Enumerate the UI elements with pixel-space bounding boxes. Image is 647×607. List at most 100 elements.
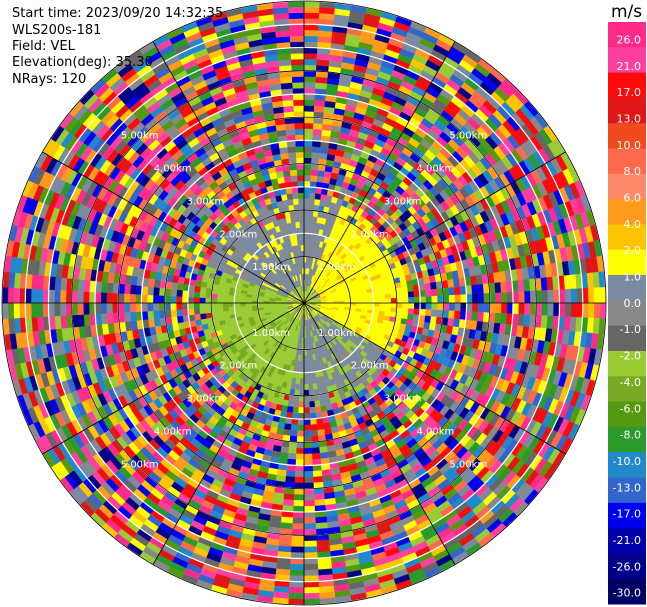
velocity-bin	[239, 299, 247, 304]
velocity-bin	[314, 400, 321, 408]
velocity-bin	[384, 289, 391, 295]
velocity-bin	[286, 406, 294, 413]
velocity-bin	[118, 302, 125, 313]
velocity-bin	[303, 424, 311, 431]
velocity-bin	[129, 293, 136, 304]
velocity-bin	[593, 287, 601, 304]
velocity-bin	[299, 384, 305, 391]
velocity-bin	[65, 302, 73, 316]
velocity-bin	[164, 302, 171, 311]
velocity-bin	[303, 192, 310, 199]
velocity-bin	[523, 314, 531, 327]
velocity-bin	[147, 286, 154, 296]
velocity-bin	[316, 545, 331, 553]
velocity-bin	[593, 302, 601, 319]
velocity-bin	[495, 292, 502, 304]
velocity-bin	[425, 296, 432, 304]
velocity-bin	[524, 290, 531, 304]
velocity-bin	[303, 384, 309, 391]
velocity-bin	[112, 292, 119, 304]
velocity-bin	[288, 447, 297, 454]
velocity-bin	[13, 287, 20, 304]
velocity-bin	[506, 291, 514, 304]
velocity-bin	[303, 587, 320, 594]
velocity-bin	[147, 318, 156, 328]
velocity-bin	[518, 302, 525, 315]
velocity-bin	[373, 294, 380, 300]
velocity-bin	[454, 286, 461, 296]
velocity-bin	[311, 152, 320, 159]
velocity-bin	[303, 569, 319, 577]
velocity-bin	[293, 494, 305, 501]
velocity-bin	[564, 288, 572, 304]
velocity-bin	[298, 389, 305, 397]
velocity-bin	[77, 279, 85, 292]
velocity-bin	[288, 592, 305, 600]
velocity-bin	[355, 296, 363, 301]
velocity-bin	[402, 291, 409, 298]
velocity-bin	[205, 297, 212, 304]
velocity-bin	[83, 302, 90, 315]
velocity-bin	[187, 302, 194, 310]
velocity-bin	[313, 493, 325, 501]
velocity-bin	[141, 302, 148, 312]
velocity-bin	[187, 296, 194, 304]
velocity-bin	[384, 293, 392, 299]
velocity-bin	[181, 302, 189, 310]
velocity-bin	[295, 377, 301, 385]
velocity-bin	[288, 598, 305, 606]
velocity-bin	[307, 221, 313, 229]
velocity-bin	[306, 354, 311, 362]
velocity-bin	[135, 302, 142, 312]
velocity-bin	[553, 289, 560, 304]
velocity-bin	[303, 552, 318, 559]
velocity-bin	[311, 447, 320, 454]
velocity-bin	[535, 290, 543, 304]
velocity-bin	[316, 539, 330, 547]
velocity-bin	[402, 302, 409, 309]
velocity-bin	[378, 290, 386, 296]
velocity-bin	[303, 0, 320, 8]
velocity-bin	[135, 294, 142, 304]
velocity-bin	[106, 302, 113, 314]
velocity-bin	[402, 297, 409, 304]
velocity-bin	[518, 291, 525, 304]
velocity-bin	[297, 424, 305, 431]
velocity-bin	[431, 302, 438, 311]
velocity-bin	[524, 302, 531, 316]
velocity-bin	[500, 313, 508, 325]
velocity-bin	[147, 302, 154, 312]
velocity-bin	[176, 289, 183, 297]
velocity-bin	[25, 288, 32, 304]
velocity-bin	[294, 471, 305, 478]
velocity-bin	[290, 424, 298, 431]
velocity-bin	[315, 522, 328, 530]
velocity-bin	[234, 302, 241, 307]
velocity-bin	[431, 295, 438, 304]
velocity-bin	[288, 587, 305, 594]
velocity-bin	[303, 122, 314, 130]
velocity-bin	[308, 389, 314, 396]
velocity-bin	[303, 529, 317, 536]
velocity-bin	[443, 302, 450, 311]
velocity-bin	[350, 302, 357, 306]
velocity-bin	[540, 315, 548, 329]
velocity-bin	[291, 540, 305, 548]
velocity-bin	[460, 294, 467, 304]
velocity-bin	[303, 517, 316, 524]
velocity-bin	[59, 290, 67, 304]
velocity-bin	[303, 442, 312, 449]
velocity-bin	[553, 302, 560, 317]
velocity-bin	[495, 302, 502, 314]
velocity-bin	[523, 279, 531, 292]
velocity-bin	[124, 284, 131, 295]
velocity-bin	[307, 377, 313, 385]
velocity-bin	[290, 552, 305, 559]
velocity-bin	[296, 430, 305, 437]
velocity-bin	[448, 287, 455, 296]
velocity-bin	[452, 278, 461, 288]
velocity-bin	[194, 285, 201, 293]
velocity-bin	[303, 401, 310, 408]
velocity-bin	[181, 296, 189, 304]
